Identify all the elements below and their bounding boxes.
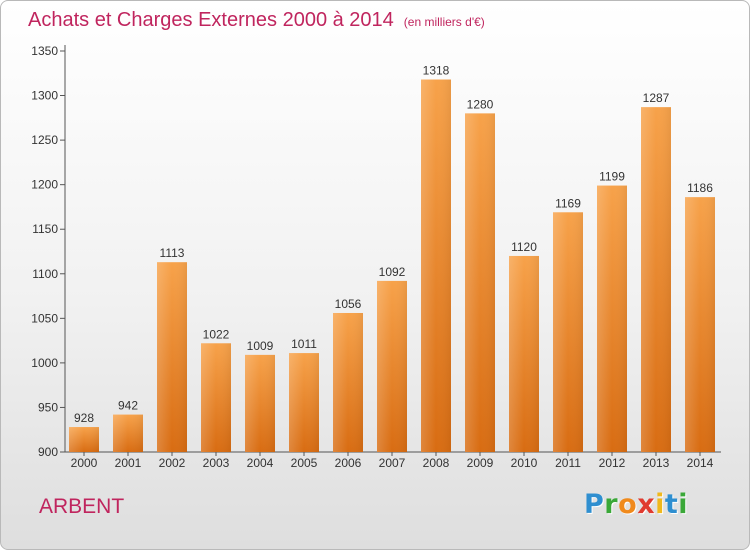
logo-letter: i <box>655 489 665 520</box>
data-label: 1199 <box>599 170 625 184</box>
bar-shine <box>597 185 627 452</box>
data-label: 928 <box>74 411 94 425</box>
bar-shine <box>289 353 319 452</box>
bar-shine <box>333 312 363 452</box>
x-tick-label: 2012 <box>599 456 626 470</box>
data-label: 942 <box>118 399 138 413</box>
x-tick-label: 2001 <box>115 456 142 470</box>
x-tick-label: 2013 <box>643 456 670 470</box>
x-tick-label: 2004 <box>247 456 274 470</box>
chart-title-text: Achats et Charges Externes 2000 à 2014 <box>28 9 394 31</box>
x-tick-label: 2008 <box>423 456 450 470</box>
logo-letter: i <box>678 489 689 520</box>
x-tick-label: 2010 <box>511 456 538 470</box>
bar-shine <box>421 79 451 452</box>
y-tick-label: 1100 <box>32 267 58 281</box>
y-tick-label: 950 <box>38 400 58 414</box>
y-tick-label: 1200 <box>31 178 58 192</box>
value-labels: 928 942 1113 1022 1009 1011 1056 1092 1318 1280 11… <box>74 64 713 426</box>
bar-shine <box>201 343 231 452</box>
bar-shine <box>509 255 539 452</box>
bar-shine <box>157 262 187 452</box>
data-label: 1011 <box>291 337 317 351</box>
data-label: 1092 <box>379 265 406 279</box>
data-label: 1113 <box>160 246 185 260</box>
y-tick-label: 1300 <box>31 89 58 103</box>
x-tick-label: 2009 <box>467 456 494 470</box>
bar-shine <box>465 113 495 452</box>
y-tick-label: 900 <box>38 445 58 459</box>
bar-shine <box>377 280 407 452</box>
y-tick-label: 1150 <box>32 222 58 236</box>
y-tick-label: 1000 <box>31 356 58 370</box>
bars <box>69 79 715 452</box>
x-tick-label: 2006 <box>335 456 362 470</box>
y-tick-label: 1350 <box>31 44 58 58</box>
place-name: ARBENT <box>39 495 125 518</box>
bar-shine <box>69 427 99 452</box>
data-label: 1318 <box>423 64 450 78</box>
x-tick-label: 2011 <box>555 456 581 470</box>
y-tick-label: 1050 <box>31 311 58 325</box>
x-tick-label: 2005 <box>291 456 318 470</box>
bar-shine <box>685 197 715 452</box>
bar-shine <box>641 107 671 452</box>
logo-letter: o <box>618 489 638 520</box>
bar-shine <box>553 212 583 452</box>
x-tick-label: 2003 <box>203 456 230 470</box>
data-label: 1169 <box>555 196 581 210</box>
data-label: 1009 <box>247 339 274 353</box>
data-label: 1022 <box>203 327 230 341</box>
logo-letter: t <box>664 489 679 520</box>
data-label: 1056 <box>335 297 362 311</box>
logo-letter: x <box>637 489 656 520</box>
bar-shine <box>113 414 143 452</box>
data-label: 1280 <box>467 97 494 111</box>
chart-title: Achats et Charges Externes 2000 à 2014 (e… <box>28 9 485 32</box>
data-label: 1120 <box>511 240 537 254</box>
data-label: 1287 <box>643 91 670 105</box>
logo-letter: P <box>584 489 605 520</box>
proxiti-logo: Proxiti <box>584 489 688 520</box>
y-tick-label: 1250 <box>31 133 58 147</box>
x-tick-label: 2007 <box>379 456 406 470</box>
x-tick-label: 2000 <box>71 456 98 470</box>
logo-letter: r <box>604 489 619 520</box>
x-tick-label: 2014 <box>687 456 714 470</box>
bar-shine <box>245 354 275 452</box>
chart-subtitle: (en milliers d'€) <box>403 15 485 29</box>
x-tick-label: 2002 <box>159 456 186 470</box>
data-label: 1186 <box>687 181 713 195</box>
